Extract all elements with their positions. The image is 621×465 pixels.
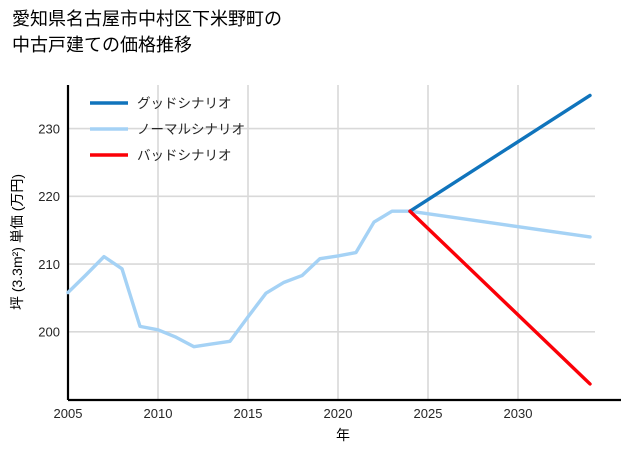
horizontal-gridlines bbox=[68, 127, 595, 333]
legend-label-bad: バッドシナリオ bbox=[137, 148, 232, 163]
page-title: 愛知県名古屋市中村区下米野町の 中古戸建ての価格推移 bbox=[12, 9, 282, 55]
legend-label-normal: ノーマルシナリオ bbox=[137, 122, 245, 137]
y-tick-label: 200 bbox=[38, 325, 60, 340]
y-tick-labels: 230 220 210 200 bbox=[38, 122, 60, 340]
legend-label-good: グッドシナリオ bbox=[137, 96, 232, 111]
x-tick-label: 2005 bbox=[54, 406, 83, 421]
chart-legend: グッドシナリオ ノーマルシナリオ バッドシナリオ bbox=[90, 96, 245, 163]
series-line-bad bbox=[408, 209, 592, 386]
vertical-gridlines bbox=[157, 85, 519, 400]
y-tick-label: 210 bbox=[38, 257, 60, 272]
plot-background bbox=[68, 85, 595, 400]
x-tick-labels: 2005 2010 2015 2020 2025 2030 bbox=[54, 406, 533, 421]
x-tick-label: 2020 bbox=[324, 406, 353, 421]
x-tick-label: 2025 bbox=[414, 406, 443, 421]
x-axis-title: 年 bbox=[336, 427, 350, 443]
x-tick-label: 2015 bbox=[234, 406, 263, 421]
y-tick-label: 230 bbox=[38, 122, 60, 137]
x-tick-label: 2010 bbox=[144, 406, 173, 421]
y-axis-title: 坪 (3.3m²) 単価 (万円) bbox=[9, 174, 25, 310]
y-tick-label: 220 bbox=[38, 189, 60, 204]
series-line-normal bbox=[66, 209, 592, 349]
x-tick-label: 2030 bbox=[504, 406, 533, 421]
series-line-good bbox=[408, 93, 592, 213]
series-group bbox=[66, 93, 592, 386]
